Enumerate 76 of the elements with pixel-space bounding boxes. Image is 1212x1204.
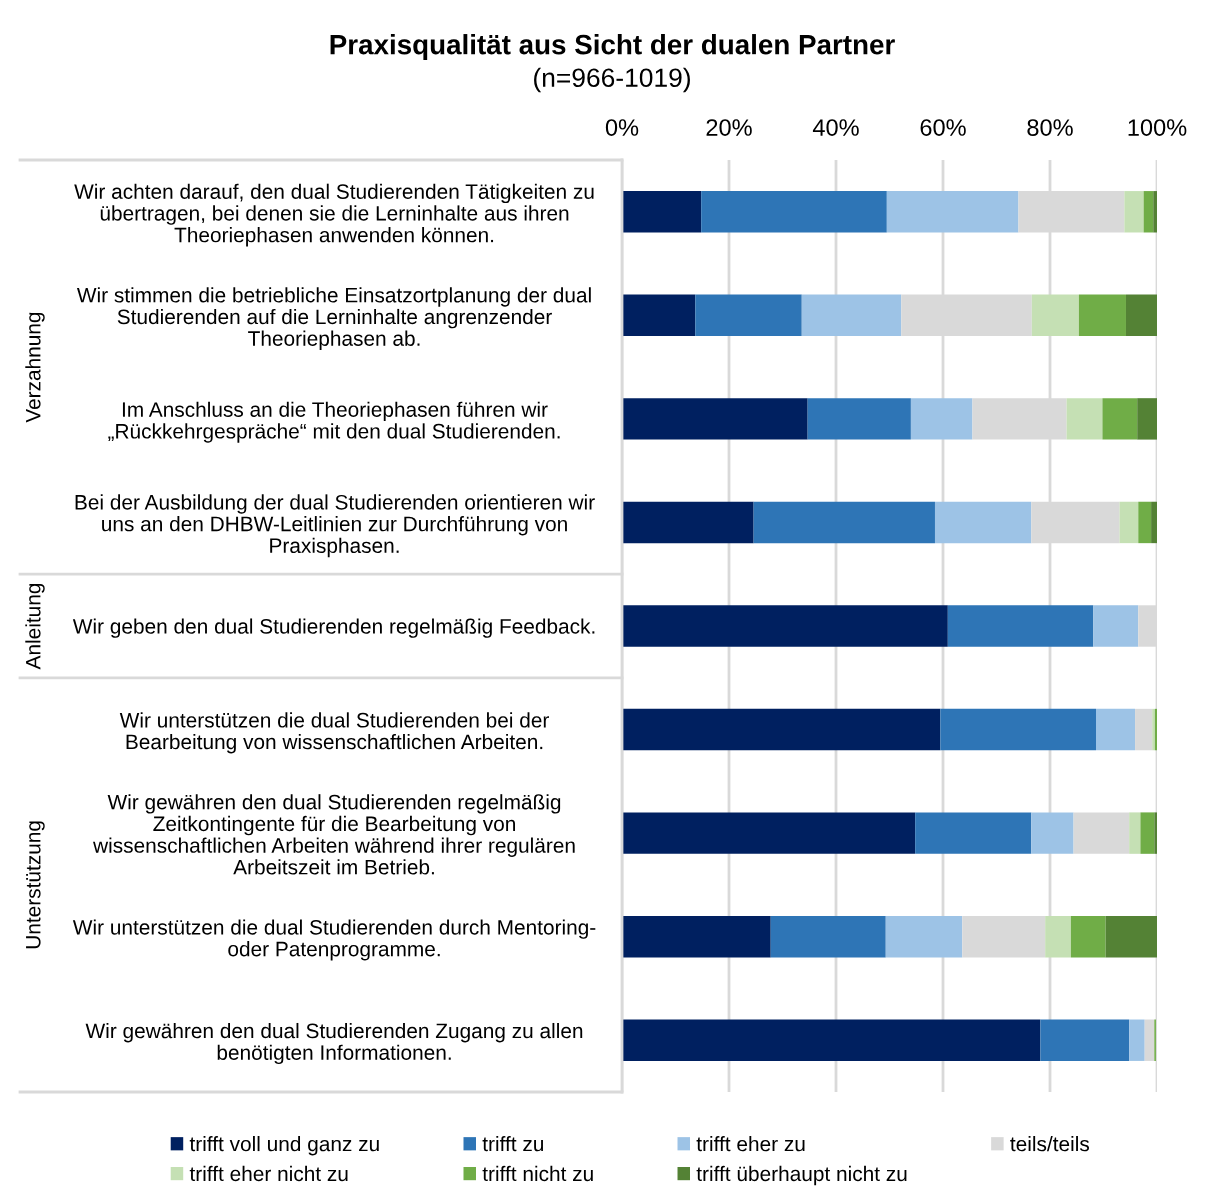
legend-label: trifft überhaupt nicht zu [696, 1165, 907, 1186]
y-tick-label: Wir stimmen die betriebliche Einsatzortplanung der dual Studierenden auf die Lerninhalte angrenzender Theoriephasen ab. [76, 287, 591, 351]
y-tick-label: Im Anschluss an die Theoriephasen führen wir „Rückkehrgespräche“ mit den dual Studierenden. [108, 401, 560, 443]
y-tick-label: Wir achten darauf, den dual Studierenden Tätigkeiten zu übertragen, bei denen sie die Lerninhalte aus ihren Theoriephasen anwenden können. [74, 183, 594, 247]
bar [622, 1019, 1041, 1061]
bar [1138, 501, 1152, 544]
legend-label: trifft zu [482, 1135, 543, 1152]
bar [1140, 812, 1155, 854]
legend-label: trifft eher zu [696, 1135, 805, 1152]
bar [807, 398, 911, 440]
bar [1135, 708, 1153, 751]
bar [1144, 1019, 1155, 1061]
bar [1066, 398, 1103, 440]
text: Anleitung [25, 583, 45, 670]
chart-title: Praxisqualität aus Sicht der dualen Partner [330, 34, 895, 60]
bar [695, 294, 802, 337]
bar [1045, 915, 1071, 958]
chart-subtitle: (n=966-1019) [534, 67, 690, 93]
x-tick-label: 40% [812, 119, 859, 136]
bar [1125, 294, 1157, 337]
text: Unterstützung [26, 821, 45, 949]
bar [1031, 812, 1074, 854]
x-tick-label: 100% [1128, 119, 1187, 136]
bar [1143, 191, 1154, 233]
legend-label: trifft voll und ganz zu [189, 1135, 379, 1156]
bar [701, 191, 887, 233]
bar [622, 294, 696, 337]
x-tick-label: 60% [920, 119, 966, 136]
bar [622, 398, 808, 440]
bar [1040, 1019, 1130, 1061]
bar [962, 915, 1046, 958]
legend-label: trifft nicht zu [482, 1165, 593, 1182]
bar [622, 915, 771, 958]
bar [1151, 501, 1157, 544]
bar [886, 191, 1019, 233]
bar [1154, 812, 1157, 854]
y-tick-label: Bei der Ausbildung der dual Studierenden orientieren wir uns an den DHBW-Leitlinien zur Durchführung von Praxisphasen. [75, 494, 595, 558]
bar [801, 294, 902, 337]
bar [947, 605, 1094, 647]
bar [1137, 398, 1157, 440]
bar [1093, 605, 1139, 647]
text: Verzahnung [25, 312, 45, 423]
y-tick-label: Wir geben den dual Studierenden regelmäßig Feedback. [72, 618, 595, 638]
bar [770, 915, 886, 958]
bar [1102, 398, 1138, 440]
y-tick-label: Wir unterstützen die dual Studierenden durch Mentoring- oder Patenprogramme. [72, 919, 596, 961]
bar [915, 812, 1032, 854]
bar [622, 605, 948, 647]
x-tick-label: 80% [1027, 119, 1073, 136]
x-tick-label: 20% [706, 119, 752, 136]
bar [1129, 1019, 1145, 1061]
bar [622, 708, 941, 751]
bar [622, 501, 754, 544]
bar [1124, 191, 1144, 233]
bar [1070, 915, 1106, 958]
bar [910, 398, 973, 440]
y-tick-label: Wir gewähren den dual Studierenden regelmäßig Zeitkontingente für die Bearbeitung von wissenschaftlichen Arbeiten während ihrer regulären Arbeitszeit im Betrieb. [93, 794, 575, 875]
bar [1078, 294, 1126, 337]
bar [885, 915, 963, 958]
bar [1096, 708, 1136, 751]
bar [940, 708, 1097, 751]
bar [622, 812, 916, 854]
bar [1031, 294, 1079, 337]
legend-label: teils/teils [1010, 1135, 1090, 1152]
legend-label: trifft eher nicht zu [189, 1165, 348, 1182]
bar [1105, 915, 1157, 958]
bar [1119, 501, 1139, 544]
bar [934, 501, 1032, 544]
bar [753, 501, 935, 544]
y-tick-label: Wir unterstützen die dual Studierenden bei der Bearbeitung von wissenschaftlichen Arbeiten. [119, 712, 549, 754]
x-tick-label: 0% [605, 119, 639, 136]
bar [1073, 812, 1130, 854]
bar [1129, 812, 1141, 854]
bar [1153, 191, 1157, 233]
y-tick-label: Wir gewähren den dual Studierenden Zugang zu allen benötigten Informationen. [85, 1022, 583, 1065]
bar [622, 191, 702, 233]
